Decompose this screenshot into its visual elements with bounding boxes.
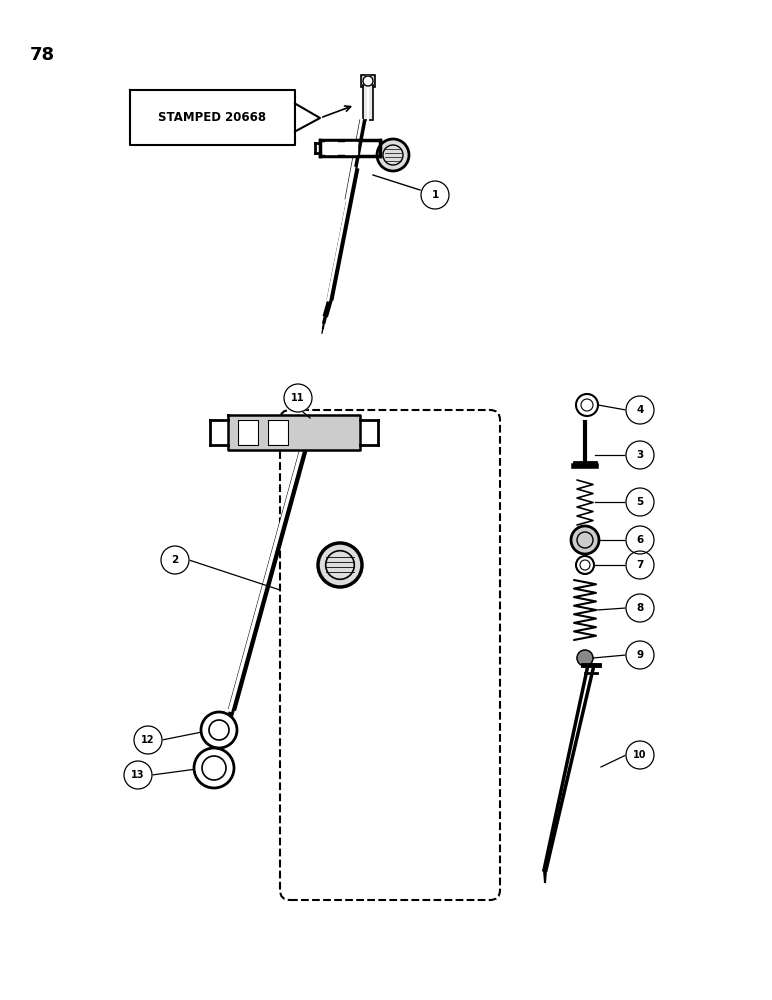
Circle shape bbox=[201, 712, 237, 748]
Polygon shape bbox=[228, 415, 360, 450]
Circle shape bbox=[363, 76, 373, 86]
Text: 4: 4 bbox=[636, 405, 644, 415]
Text: STAMPED 20668: STAMPED 20668 bbox=[158, 111, 266, 124]
Text: 10: 10 bbox=[633, 750, 647, 760]
Polygon shape bbox=[238, 420, 258, 445]
Polygon shape bbox=[325, 142, 337, 154]
Circle shape bbox=[194, 748, 234, 788]
Text: 6: 6 bbox=[636, 535, 644, 545]
Polygon shape bbox=[345, 142, 357, 154]
Text: 5: 5 bbox=[636, 497, 644, 507]
Circle shape bbox=[377, 139, 409, 171]
Text: 9: 9 bbox=[636, 650, 644, 660]
Circle shape bbox=[626, 551, 654, 579]
FancyBboxPatch shape bbox=[361, 75, 375, 87]
Circle shape bbox=[124, 761, 152, 789]
Circle shape bbox=[626, 741, 654, 769]
Polygon shape bbox=[130, 90, 295, 145]
Circle shape bbox=[571, 526, 599, 554]
Text: 3: 3 bbox=[636, 450, 644, 460]
Text: 78: 78 bbox=[30, 46, 55, 64]
Circle shape bbox=[626, 526, 654, 554]
Circle shape bbox=[161, 546, 189, 574]
Circle shape bbox=[626, 441, 654, 469]
Text: 13: 13 bbox=[131, 770, 145, 780]
Circle shape bbox=[577, 650, 593, 666]
FancyBboxPatch shape bbox=[363, 85, 373, 120]
Circle shape bbox=[626, 488, 654, 516]
Circle shape bbox=[318, 543, 362, 587]
Text: 7: 7 bbox=[636, 560, 644, 570]
Text: 11: 11 bbox=[291, 393, 305, 403]
Polygon shape bbox=[268, 420, 288, 445]
Circle shape bbox=[134, 726, 162, 754]
Circle shape bbox=[626, 396, 654, 424]
Circle shape bbox=[421, 181, 449, 209]
Polygon shape bbox=[295, 104, 320, 131]
Circle shape bbox=[284, 384, 312, 412]
Text: 1: 1 bbox=[432, 190, 438, 200]
Circle shape bbox=[626, 641, 654, 669]
Text: 12: 12 bbox=[141, 735, 154, 745]
Text: 8: 8 bbox=[636, 603, 644, 613]
Circle shape bbox=[626, 594, 654, 622]
Circle shape bbox=[576, 556, 594, 574]
Text: 2: 2 bbox=[171, 555, 178, 565]
Circle shape bbox=[576, 394, 598, 416]
